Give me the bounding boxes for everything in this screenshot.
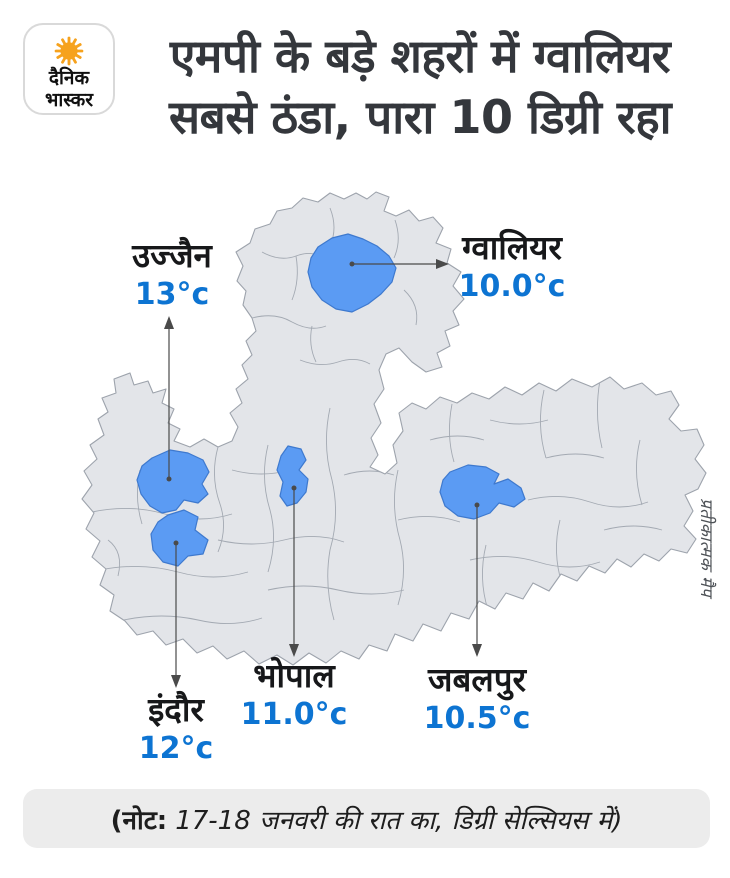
district-indore — [150, 509, 209, 567]
label-ujjain: उज्जैन 13°c — [87, 236, 257, 313]
city-temp-indore: 12°c — [138, 731, 214, 766]
highlighted-districts — [136, 233, 526, 567]
label-jabalpur: जबलपुर 10.5°c — [392, 660, 562, 737]
logo-line1: दैनिक — [48, 67, 90, 89]
city-temp-gwalior: 10.0°c — [458, 269, 566, 304]
headline-line1: एमपी के बड़े शहरों में ग्वालियर — [169, 29, 671, 83]
city-temp-bhopal: 11.0°c — [240, 697, 348, 732]
symbolic-map-watermark: प्रतीकात्मक मैप — [696, 498, 716, 597]
footnote-label: (नोट: — [110, 805, 168, 836]
district-bhopal — [276, 445, 309, 507]
city-temp-ujjain: 13°c — [134, 277, 210, 312]
label-gwalior: ग्वालियर 10.0°c — [427, 228, 597, 305]
state-outline — [81, 191, 707, 666]
dainik-bhaskar-logo: दैनिक भास्कर — [23, 23, 115, 115]
city-name-bhopal: भोपाल — [253, 656, 335, 695]
city-name-jabalpur: जबलपुर — [428, 660, 526, 699]
headline: एमपी के बड़े शहरों में ग्वालियर सबसे ठंड… — [118, 26, 722, 148]
district-ujjain — [136, 449, 210, 514]
headline-line2: सबसे ठंडा, पारा 10 डिग्री रहा — [168, 90, 672, 144]
city-temp-jabalpur: 10.5°c — [423, 701, 531, 736]
leader-arrows — [164, 259, 482, 688]
city-name-ujjain: उज्जैन — [132, 236, 212, 275]
district-jabalpur — [439, 464, 526, 520]
sun-icon — [54, 36, 84, 66]
logo-line2: भास्कर — [44, 89, 94, 111]
label-bhopal: भोपाल 11.0°c — [209, 656, 379, 733]
district-gwalior — [307, 233, 397, 313]
footnote-text: 17-18 जनवरी की रात का, डिग्री सेल्सियस म… — [175, 805, 623, 836]
label-indore: इंदौर 12°c — [91, 690, 261, 767]
footnote: (नोट: 17-18 जनवरी की रात का, डिग्री सेल्… — [23, 789, 710, 848]
logo-wordmark: दैनिक भास्कर — [25, 67, 113, 111]
city-name-gwalior: ग्वालियर — [462, 228, 562, 267]
city-name-indore: इंदौर — [148, 690, 204, 729]
